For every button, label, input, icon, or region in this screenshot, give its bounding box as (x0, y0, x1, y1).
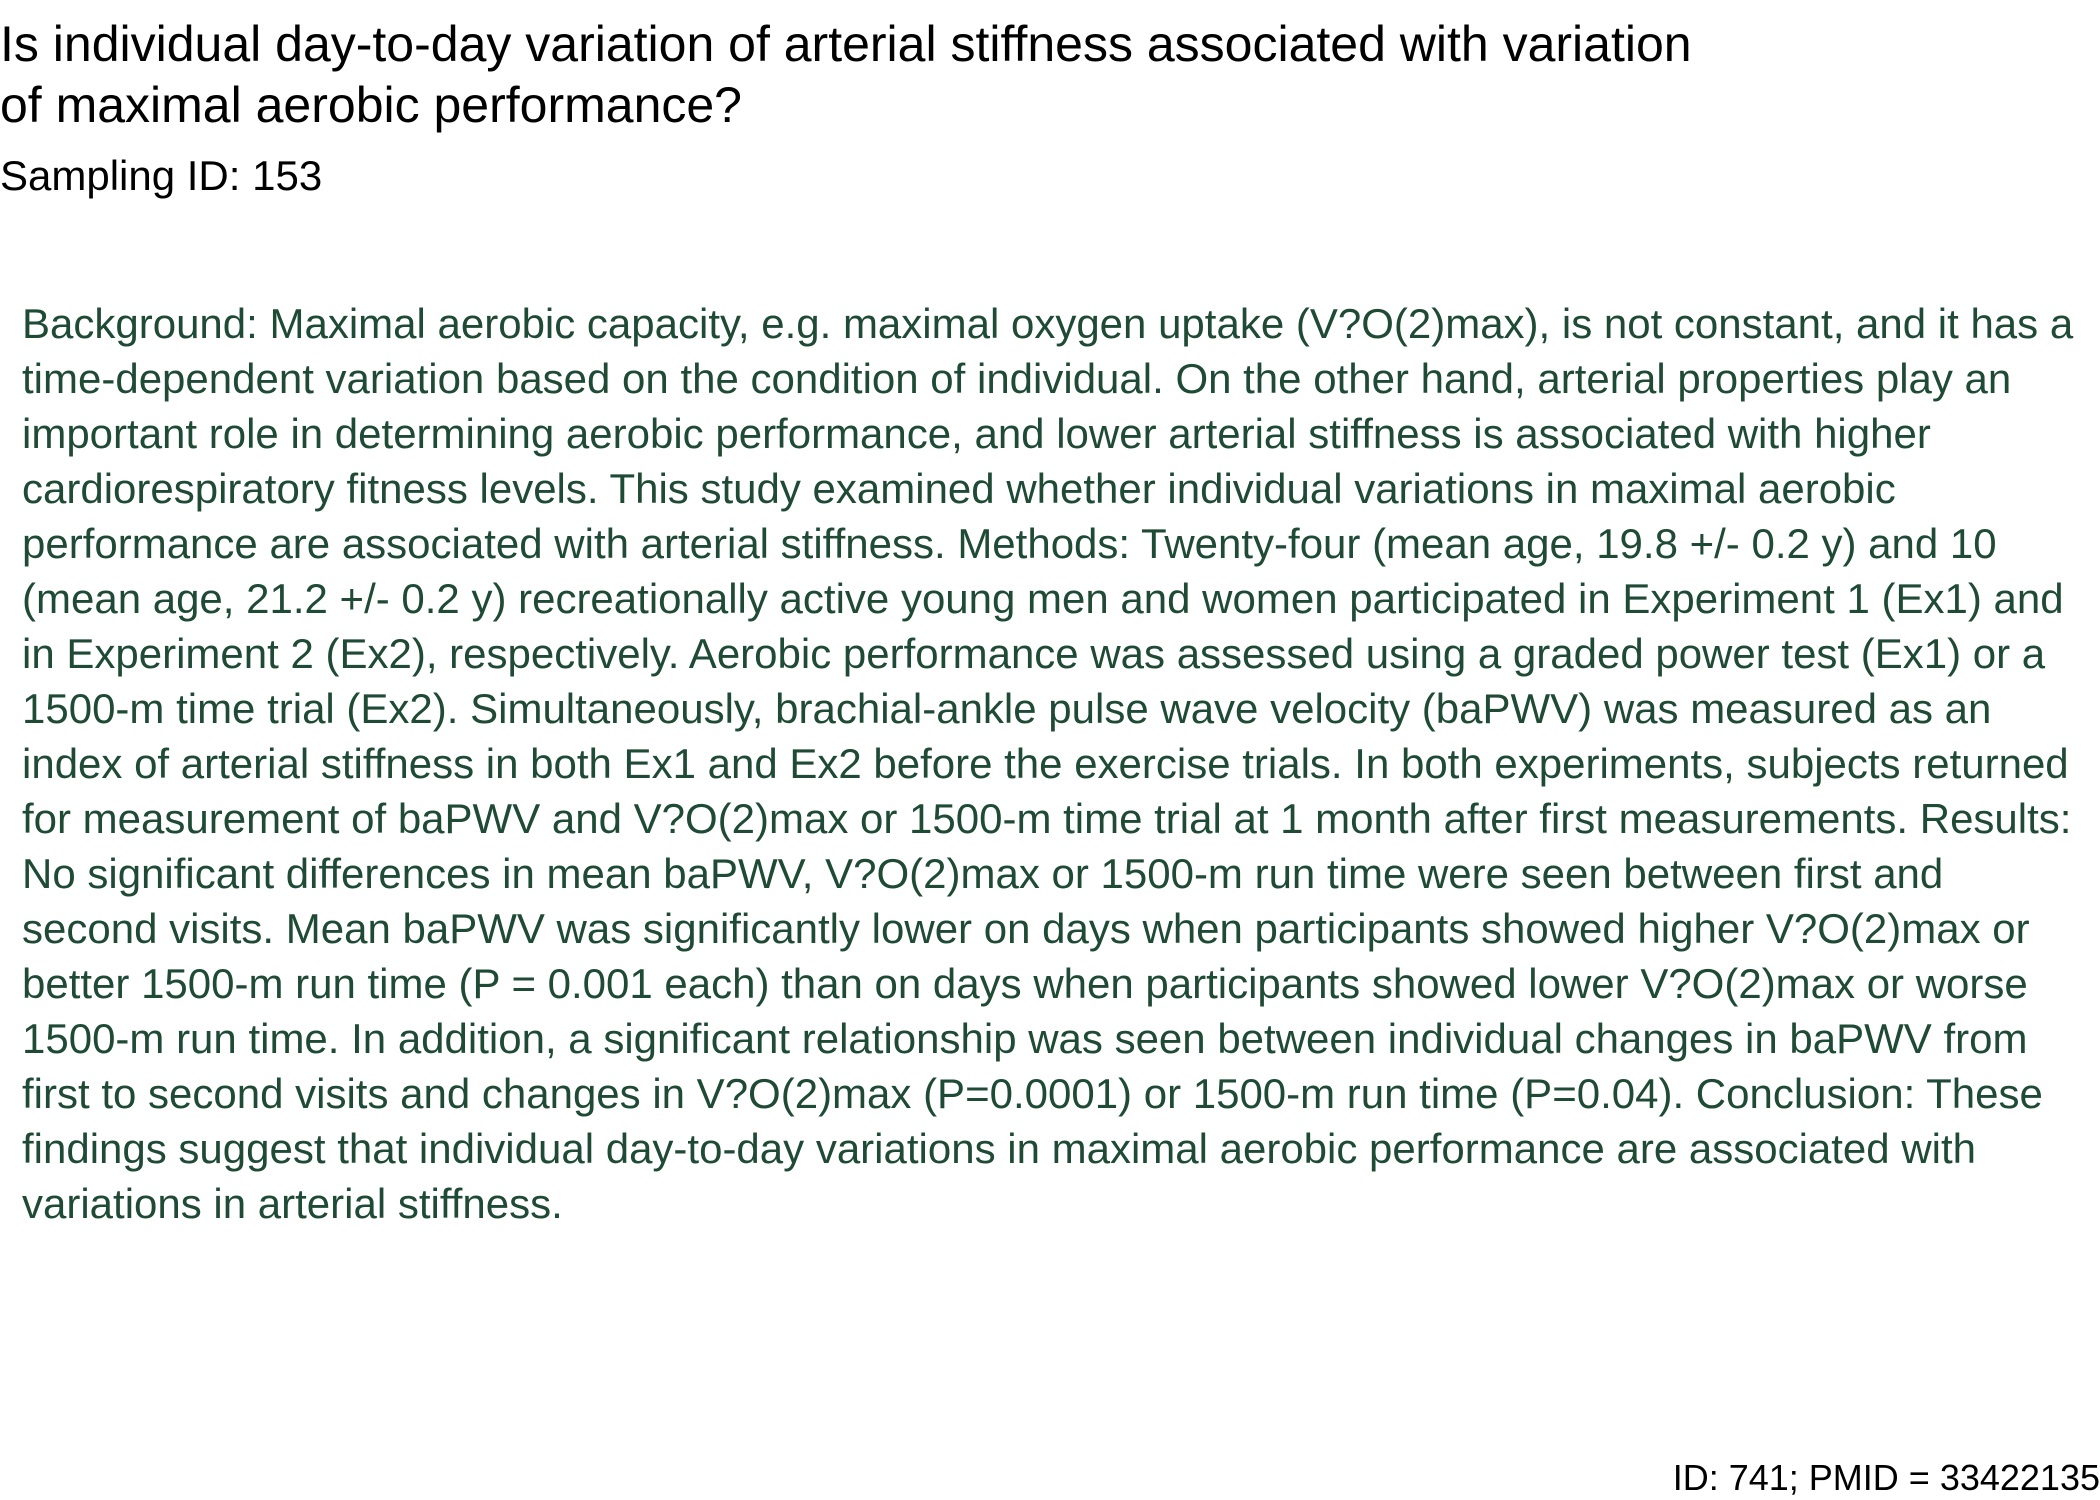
document-title: Is individual day-to-day variation of ar… (0, 16, 1692, 133)
abstract-text: Background: Maximal aerobic capacity, e.… (22, 300, 2074, 1227)
sampling-id: Sampling ID: 153 (0, 152, 323, 199)
footer-id: ID: 741; PMID = 33422135 (1672, 1457, 2100, 1498)
